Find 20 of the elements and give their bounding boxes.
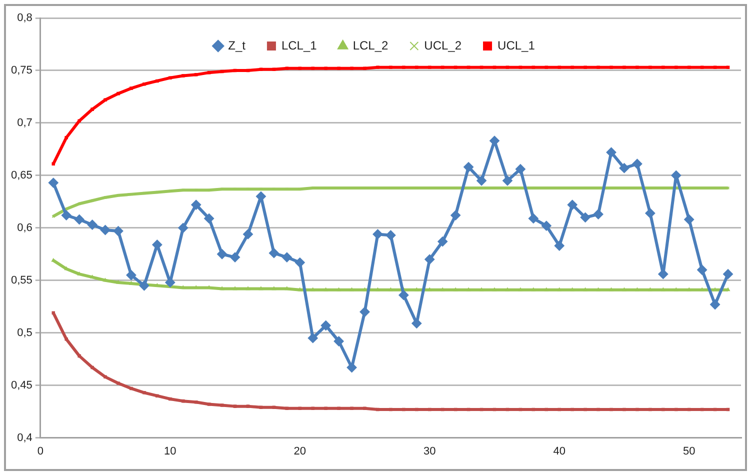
legend-label: UCL_1 [498, 38, 536, 52]
y-tick-label: 0,55 [10, 274, 32, 286]
x-tick-label: 40 [553, 445, 566, 458]
y-tick-label: 0,4 [17, 432, 32, 444]
legend-label: UCL_2 [424, 38, 462, 52]
x-tick-label: 30 [424, 445, 436, 458]
y-tick-label: 0,7 [17, 116, 32, 129]
x-tick-label: 20 [294, 445, 306, 458]
x-tick-label: 10 [164, 445, 176, 458]
y-tick-label: 0,65 [10, 169, 32, 182]
y-tick-label: 0,8 [17, 12, 32, 24]
y-tick-label: 0,75 [10, 64, 32, 77]
y-tick-label: 0,5 [17, 326, 32, 339]
y-tick-label: 0,6 [17, 222, 32, 234]
x-tick-label: 50 [682, 445, 696, 458]
y-tick-label: 0,45 [10, 379, 32, 392]
legend-label: LCL_2 [352, 38, 389, 52]
legend-label: LCL_1 [281, 38, 318, 52]
legend-label: Z_t [228, 38, 246, 52]
x-tick-label: 0 [37, 445, 44, 458]
